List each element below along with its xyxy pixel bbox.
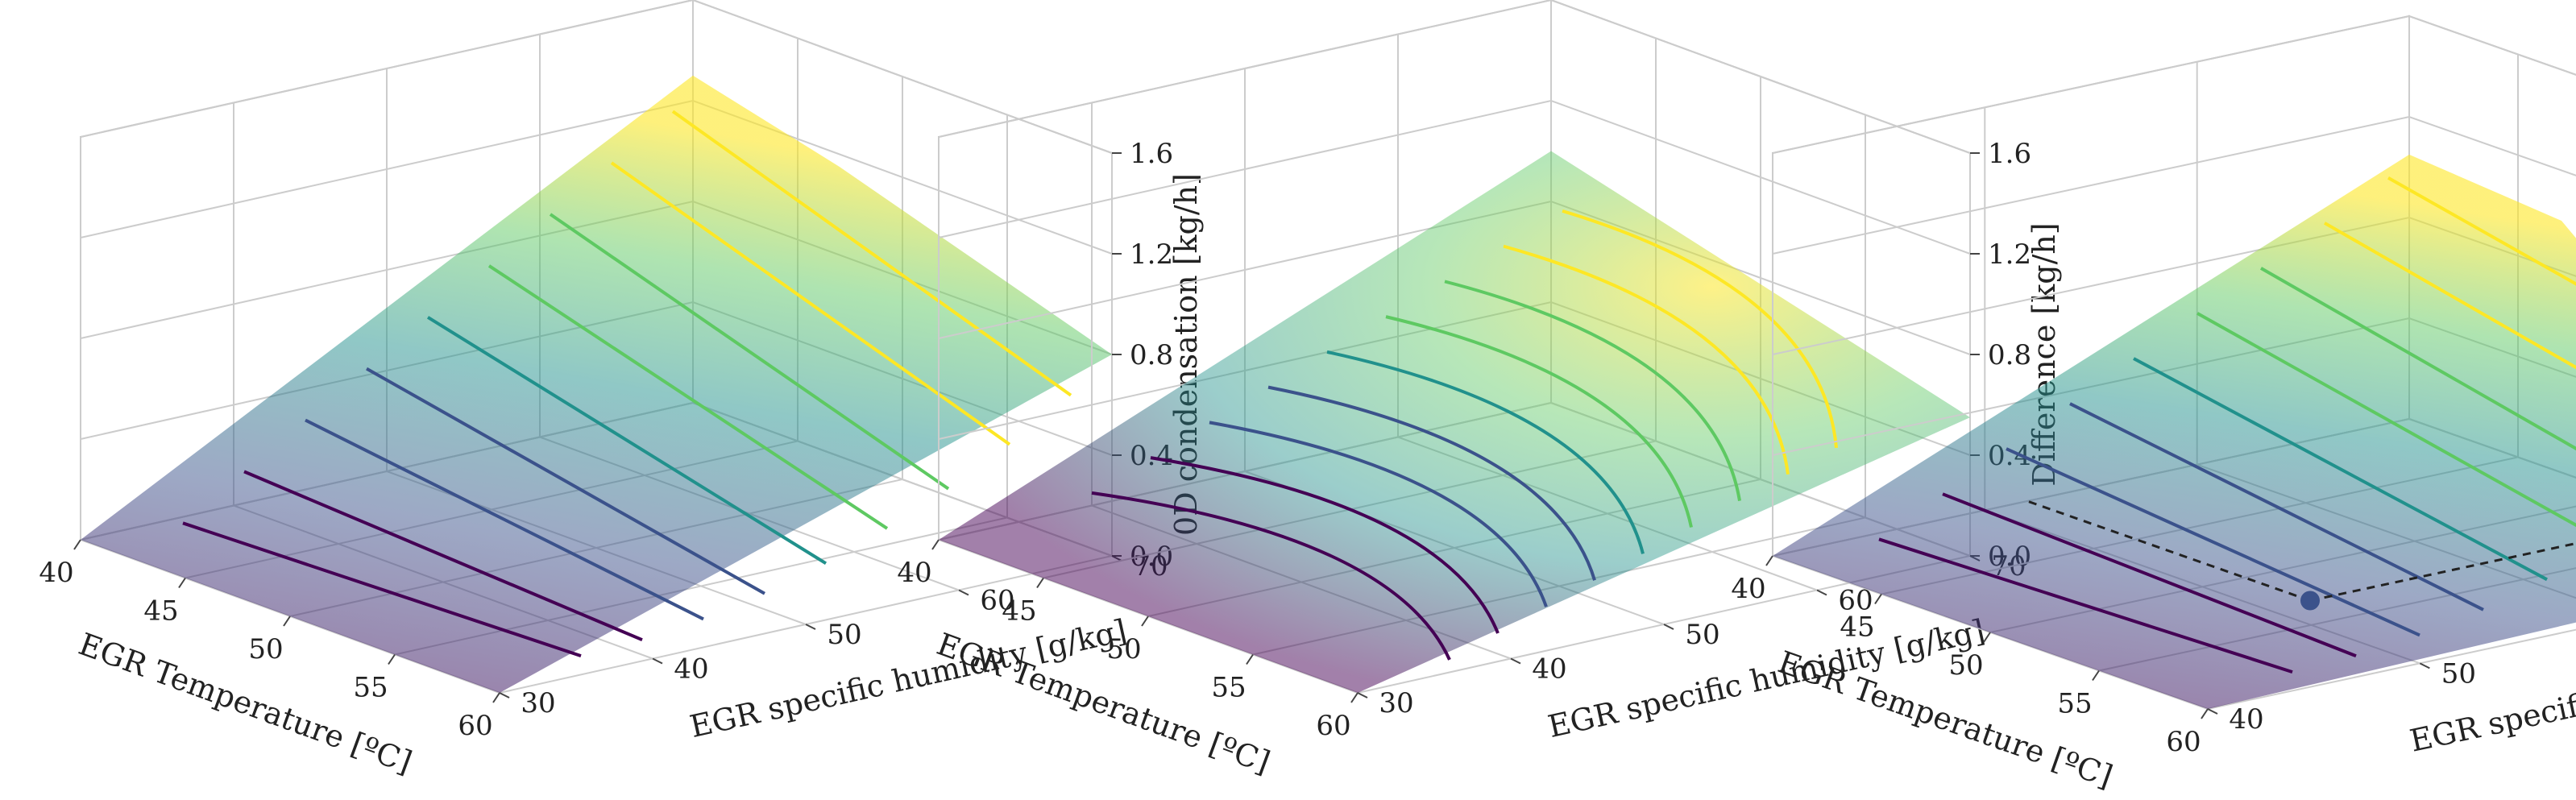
contour-line [1562, 209, 1838, 449]
x-tick-label: 45 [143, 595, 178, 628]
contour-lines [1878, 176, 2576, 674]
z-tick-label: 0.8 [1988, 339, 2031, 371]
grid-line-z [1772, 115, 2576, 255]
x-tick-label: 40 [897, 557, 931, 589]
contour-line [487, 264, 889, 530]
highlight-marker [2300, 591, 2320, 611]
surface [81, 75, 1112, 694]
contour-line [671, 110, 1072, 397]
x-tick-label: 40 [39, 557, 73, 589]
y-tick-label: 40 [674, 653, 708, 686]
contour-line [1150, 456, 1500, 634]
contour-line [182, 521, 582, 657]
contour-line [2196, 312, 2576, 528]
contour-line [1942, 492, 2357, 658]
contour-line [426, 316, 828, 566]
x-tick-label: 55 [353, 672, 388, 704]
contour-line [366, 367, 765, 595]
grid-line-z [1772, 15, 2576, 154]
highlight-point [2026, 499, 2576, 611]
y-tick-label: 30 [1379, 687, 1413, 719]
x-tick-label: 60 [1316, 710, 1350, 742]
x-tick-label: 45 [1840, 611, 1874, 644]
x-tick-label: 45 [1002, 595, 1036, 628]
contour-line [1503, 244, 1790, 475]
contour-line [2006, 447, 2420, 637]
z-tick-label: 0.8 [1130, 339, 1173, 371]
guide-line [2309, 541, 2576, 602]
guide-line [2026, 499, 2311, 602]
z-tick-label: 1.6 [1988, 138, 2031, 170]
contour-line [243, 470, 643, 642]
y-tick-label: 50 [2441, 657, 2476, 690]
contour-lines [182, 110, 1072, 657]
x-tick-label: 50 [248, 633, 283, 665]
y-tick-label: 50 [827, 619, 861, 651]
y-tick-label: 30 [521, 687, 555, 719]
surface [939, 151, 1970, 693]
contour-line [1091, 491, 1451, 661]
y-tick-label: 40 [1532, 653, 1566, 686]
contour-line [2324, 222, 2576, 370]
contour-line [1878, 537, 2293, 674]
y-tick-label: 50 [1685, 619, 1719, 651]
x-tick-label: 60 [2166, 726, 2201, 758]
contour-line [2387, 176, 2576, 286]
contour-line [2069, 402, 2484, 611]
y-tick-label: 60 [980, 585, 1014, 617]
x-tick-label: 55 [1211, 672, 1246, 704]
grid-line-z [938, 0, 1971, 154]
contour-line [1267, 385, 1596, 581]
contour-line [1326, 350, 1645, 554]
y-tick-label: 40 [2229, 703, 2263, 736]
z-tick-label: 1.2 [1988, 238, 2031, 271]
x-tick-label: 60 [458, 710, 492, 742]
grid-line-z [938, 99, 1971, 255]
x-tick-label: 40 [1731, 573, 1765, 605]
z-tick-label: 1.6 [1130, 138, 1173, 170]
surface-patch [81, 75, 1112, 694]
surface-patch [939, 151, 1970, 693]
x-tick-label: 55 [2057, 688, 2092, 720]
contour-lines [1091, 209, 1838, 661]
contour-line [305, 418, 704, 621]
x-tick-label: 50 [1948, 649, 1983, 682]
contour-line [2260, 267, 2576, 451]
contour-line [1385, 315, 1693, 528]
contour-line [1209, 421, 1548, 607]
contour-line [610, 161, 1011, 446]
z-tick-label: 1.2 [1130, 238, 1173, 271]
x-tick-label: 50 [1106, 633, 1141, 665]
contour-line [549, 213, 950, 491]
grid-line-z [80, 0, 1113, 154]
contour-line [1444, 280, 1741, 501]
contour-line [2133, 357, 2548, 582]
